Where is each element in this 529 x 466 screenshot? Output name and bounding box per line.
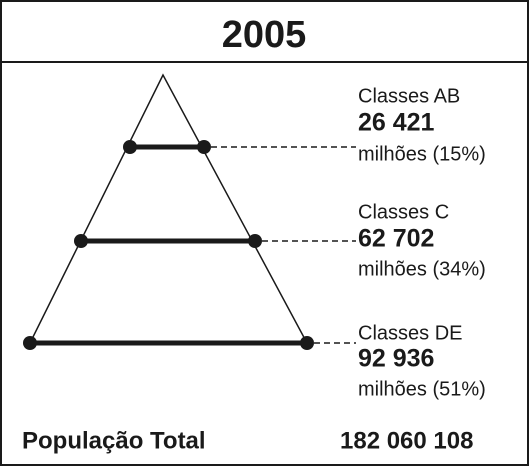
dot [23, 336, 37, 350]
class-value: 92 936 [358, 345, 434, 373]
dot [300, 336, 314, 350]
total-value: 182 060 108 [340, 427, 473, 454]
class-unit: milhões (34%) [358, 258, 486, 280]
title: 2005 [222, 14, 307, 56]
level-de: Classes DE 92 936 milhões (51%) [23, 322, 486, 400]
class-name: Classes DE [358, 322, 462, 344]
dot [123, 140, 137, 154]
class-unit: milhões (51%) [358, 378, 486, 400]
total-label: População Total [22, 427, 206, 454]
class-name: Classes AB [358, 85, 460, 107]
level-ab: Classes AB 26 421 milhões (15%) [123, 85, 486, 165]
level-c: Classes C 62 702 milhões (34%) [74, 201, 486, 280]
dot [74, 234, 88, 248]
dot [197, 140, 211, 154]
class-unit: milhões (15%) [358, 143, 486, 165]
class-name: Classes C [358, 201, 449, 223]
class-value: 62 702 [358, 225, 434, 253]
dot [248, 234, 262, 248]
class-value: 26 421 [358, 109, 435, 137]
